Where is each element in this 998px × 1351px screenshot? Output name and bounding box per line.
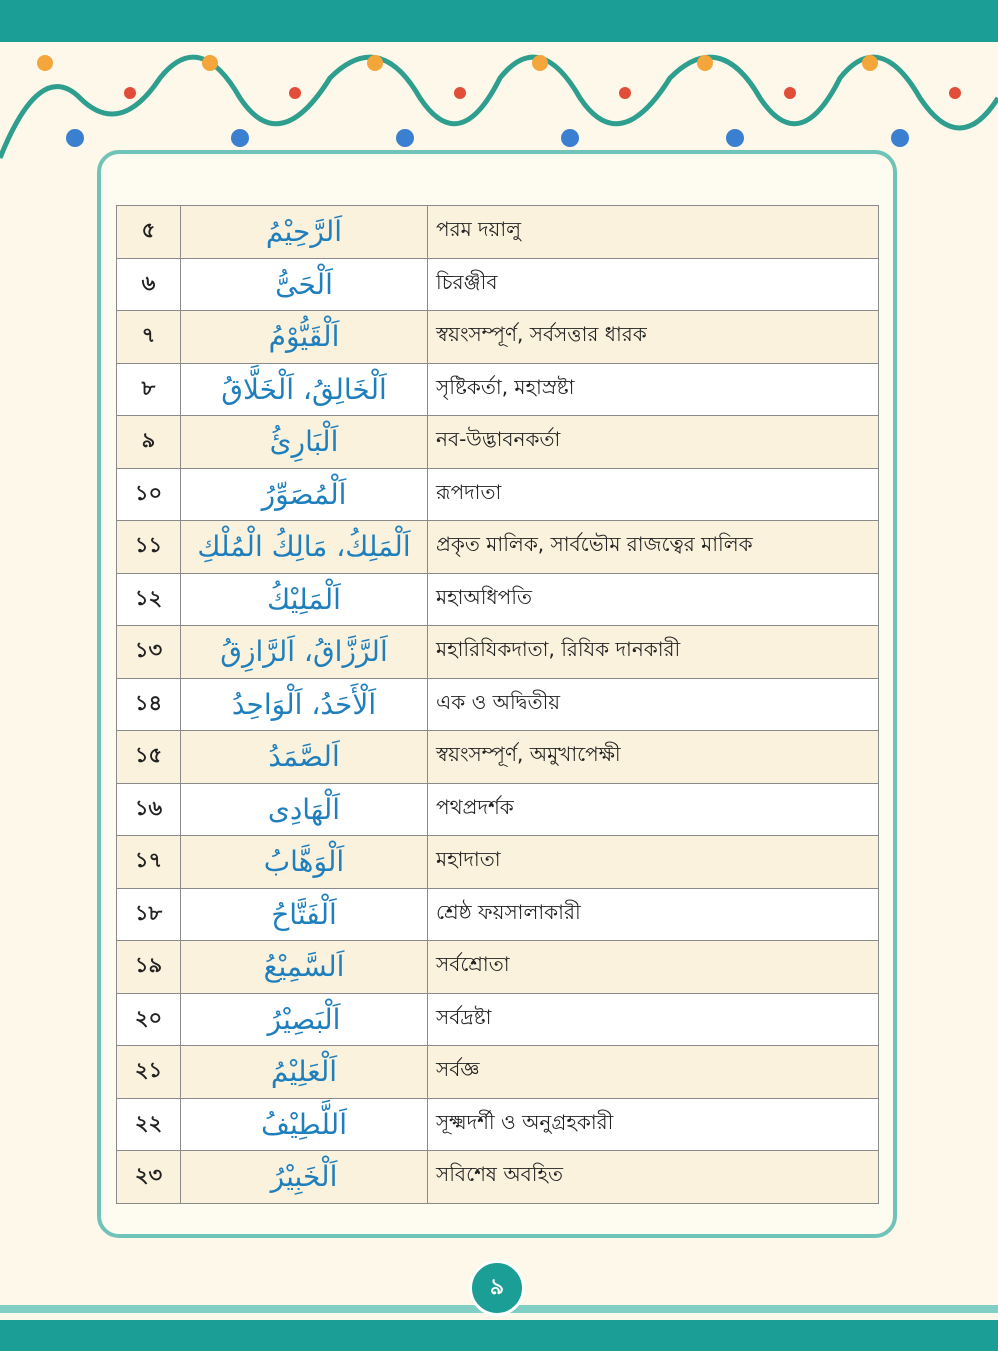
serial-number: ১৫ [116, 730, 181, 784]
serial-number: ৭ [116, 310, 181, 364]
table-row: ১৩ اَلرَّزَّاقُ، اَلرَّازِقُ মহারিযিকদাতা,… [116, 625, 879, 679]
arabic-name: اَلْمَلِكُ، مَالِكُ الْمُلْكِ [180, 520, 428, 574]
table-row: ১৬ اَلْهَادِى পথপ্রদর্শক [116, 782, 879, 836]
serial-number: ২০ [116, 992, 181, 1046]
table-row: ১৯ اَلسَّمِيْعُ সর্বশ্রোতা [116, 940, 879, 994]
serial-number: ২২ [116, 1097, 181, 1151]
meaning: সর্বশ্রোতা [427, 940, 879, 994]
arabic-name: اَلْمُصَوِّرُ [180, 467, 428, 521]
table-row: ১১ اَلْمَلِكُ، مَالِكُ الْمُلْكِ প্রকৃত মা… [116, 520, 879, 574]
meaning: পথপ্রদর্শক [427, 782, 879, 836]
table-row: ১৮ اَلْفَتَّاحُ শ্রেষ্ঠ ফয়সালাকারী [116, 887, 879, 941]
arabic-name: اَلْفَتَّاحُ [180, 887, 428, 941]
table-row: ১৪ اَلْأَحَدُ، اَلْوَاحِدُ এক ও অদ্বিতীয় [116, 677, 879, 731]
table-row: ১৭ اَلْوَهَّابُ মহাদাতা [116, 835, 879, 889]
arabic-name: اَلْقَيُّوْمُ [180, 310, 428, 364]
table-row: ১০ اَلْمُصَوِّرُ রূপদাতা [116, 467, 879, 521]
meaning: চিরঞ্জীব [427, 257, 879, 311]
meaning: সর্বজ্ঞ [427, 1045, 879, 1099]
arabic-name: اَلْأَحَدُ، اَلْوَاحِدُ [180, 677, 428, 731]
meaning: সৃষ্টিকর্তা, মহাস্রষ্টা [427, 362, 879, 416]
serial-number: ৮ [116, 362, 181, 416]
table-row: ২২ اَللَّطِيْفُ সূক্ষ্মদর্শী ও অনুগ্রহকারী [116, 1097, 879, 1151]
arabic-name: اَلْبَارِئُ [180, 415, 428, 469]
serial-number: ৫ [116, 205, 181, 259]
serial-number: ১১ [116, 520, 181, 574]
bottom-band [0, 1320, 998, 1351]
arabic-name: اَلْوَهَّابُ [180, 835, 428, 889]
serial-number: ১৬ [116, 782, 181, 836]
arabic-name: اَلْحَىُّ [180, 257, 428, 311]
serial-number: ১৩ [116, 625, 181, 679]
serial-number: ১৪ [116, 677, 181, 731]
arabic-name: اَلْخَالِقُ، اَلْخَلَّاقُ [180, 362, 428, 416]
serial-number: ১২ [116, 572, 181, 626]
table-row: ৫ اَلرَّحِيْمُ পরম দয়ালু [116, 205, 879, 259]
meaning: এক ও অদ্বিতীয় [427, 677, 879, 731]
meaning: মহাদাতা [427, 835, 879, 889]
table-row: ২০ اَلْبَصِيْرُ সর্বদ্রষ্টা [116, 992, 879, 1046]
meaning: মহাঅধিপতি [427, 572, 879, 626]
arabic-name: اَلسَّمِيْعُ [180, 940, 428, 994]
meaning: রূপদাতা [427, 467, 879, 521]
table-row: ৬ اَلْحَىُّ চিরঞ্জীব [116, 257, 879, 311]
meaning: পরম দয়ালু [427, 205, 879, 259]
arabic-name: اَلْمَلِيْكُ [180, 572, 428, 626]
arabic-name: اَلْخَبِيْرُ [180, 1150, 428, 1204]
arabic-name: اَلْهَادِى [180, 782, 428, 836]
table-row: ২৩ اَلْخَبِيْرُ সবিশেষ অবহিত [116, 1150, 879, 1204]
serial-number: ১০ [116, 467, 181, 521]
arabic-name: اَلْبَصِيْرُ [180, 992, 428, 1046]
table-row: ৯ اَلْبَارِئُ নব-উদ্ভাবনকর্তা [116, 415, 879, 469]
serial-number: ২৩ [116, 1150, 181, 1204]
meaning: নব-উদ্ভাবনকর্তা [427, 415, 879, 469]
table-row: ৮ اَلْخَالِقُ، اَلْخَلَّاقُ সৃষ্টিকর্তা, ম… [116, 362, 879, 416]
meaning: শ্রেষ্ঠ ফয়সালাকারী [427, 887, 879, 941]
meaning: মহারিযিকদাতা, রিযিক দানকারী [427, 625, 879, 679]
meaning: স্বয়ংসম্পূর্ণ, সর্বসত্তার ধারক [427, 310, 879, 364]
arabic-name: اَللَّطِيْفُ [180, 1097, 428, 1151]
floral-border [0, 54, 998, 159]
page-number: ৯ [469, 1260, 525, 1316]
top-band [0, 0, 998, 42]
arabic-name: اَلرَّزَّاقُ، اَلرَّازِقُ [180, 625, 428, 679]
arabic-name: اَلرَّحِيْمُ [180, 205, 428, 259]
meaning: প্রকৃত মালিক, সার্বভৌম রাজত্বের মালিক [427, 520, 879, 574]
meaning: স্বয়ংসম্পূর্ণ, অমুখাপেক্ষী [427, 730, 879, 784]
table-row: ১২ اَلْمَلِيْكُ মহাঅধিপতি [116, 572, 879, 626]
meaning: সর্বদ্রষ্টা [427, 992, 879, 1046]
meaning: সূক্ষ্মদর্শী ও অনুগ্রহকারী [427, 1097, 879, 1151]
meaning: সবিশেষ অবহিত [427, 1150, 879, 1204]
names-table: ৫ اَلرَّحِيْمُ পরম দয়ালু ৬ اَلْحَىُّ চিরঞ্জী… [116, 205, 879, 1204]
serial-number: ৬ [116, 257, 181, 311]
serial-number: ১৭ [116, 835, 181, 889]
arabic-name: اَلصَّمَدُ [180, 730, 428, 784]
serial-number: ৯ [116, 415, 181, 469]
serial-number: ১৯ [116, 940, 181, 994]
table-row: ৭ اَلْقَيُّوْمُ স্বয়ংসম্পূর্ণ, সর্বসত্তার… [116, 310, 879, 364]
table-row: ১৫ اَلصَّمَدُ স্বয়ংসম্পূর্ণ, অমুখাপেক্ষী [116, 730, 879, 784]
arabic-name: اَلْعَلِيْمُ [180, 1045, 428, 1099]
serial-number: ১৮ [116, 887, 181, 941]
serial-number: ২১ [116, 1045, 181, 1099]
table-row: ২১ اَلْعَلِيْمُ সর্বজ্ঞ [116, 1045, 879, 1099]
